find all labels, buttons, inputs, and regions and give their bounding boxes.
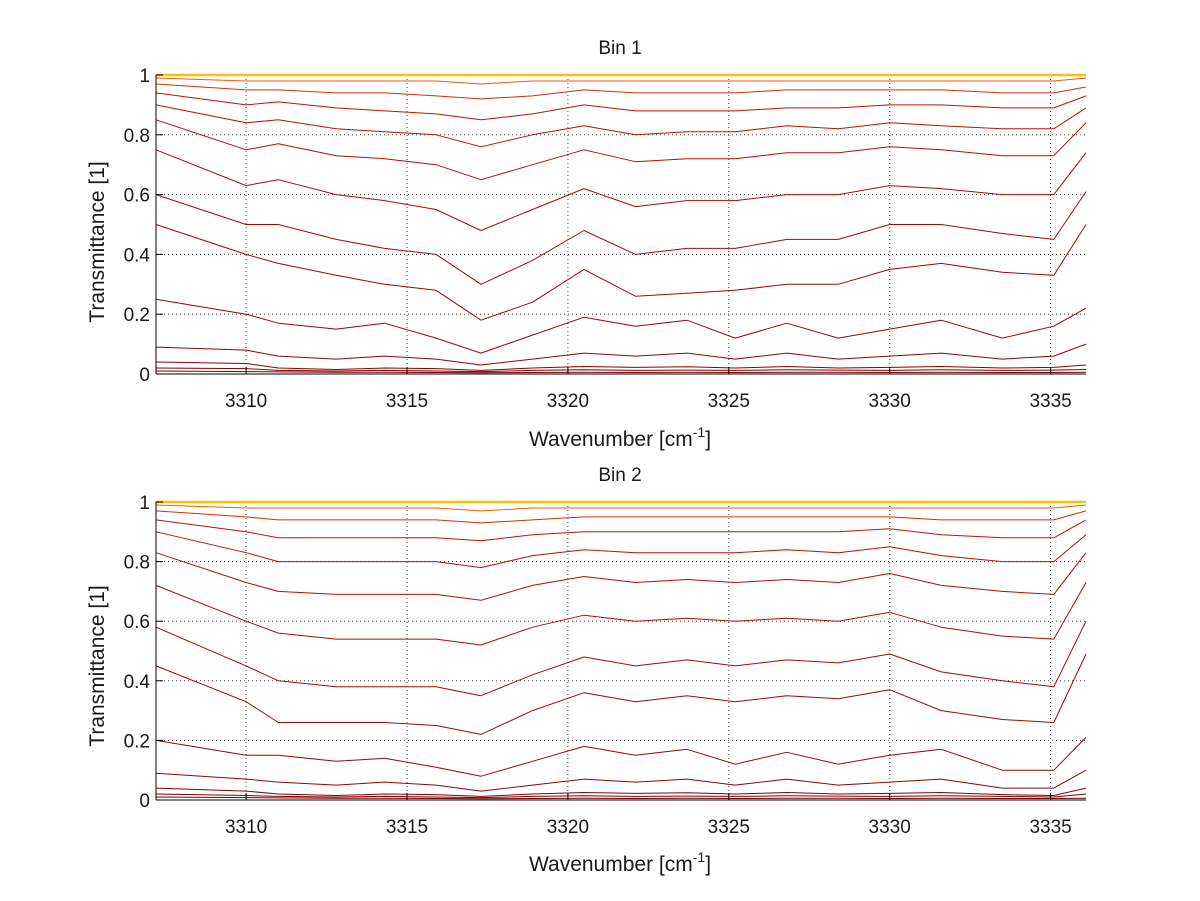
x-tick-label-3: 3325 xyxy=(708,391,750,412)
y-tick-label-3: 0.6 xyxy=(124,612,150,633)
y-tick-label-4: 0.8 xyxy=(124,553,150,574)
series-line-4 xyxy=(155,737,1087,777)
series-line-2 xyxy=(155,787,1087,797)
series-line-9 xyxy=(155,531,1087,569)
series-line-12 xyxy=(155,77,1087,85)
y-tick-label-1: 0.2 xyxy=(124,731,150,752)
series-line-7 xyxy=(155,582,1087,646)
series-line-12 xyxy=(155,504,1087,512)
x-tick-label-2: 3320 xyxy=(547,391,589,412)
x-tick-label-5: 3335 xyxy=(1029,391,1071,412)
x-tick-label-4: 3330 xyxy=(869,817,911,838)
x-axis-label-bin-2: Wavenumber [cm-1] xyxy=(529,849,711,876)
series-line-8 xyxy=(155,119,1087,181)
y-tick-label-5: 1 xyxy=(139,66,150,87)
series-line-0 xyxy=(155,796,1087,800)
series-line-7 xyxy=(155,149,1087,231)
series-line-6 xyxy=(155,191,1087,285)
y-tick-label-2: 0.4 xyxy=(124,245,151,266)
series-line-3 xyxy=(155,343,1087,366)
y-tick-label-1: 0.2 xyxy=(124,305,150,326)
x-tick-label-1: 3315 xyxy=(386,391,428,412)
x-tick-label-2: 3320 xyxy=(547,817,589,838)
x-tick-label-0: 3310 xyxy=(225,391,267,412)
series-line-10 xyxy=(155,519,1087,542)
chart-title-bin-1: Bin 1 xyxy=(598,38,641,59)
series-line-10 xyxy=(155,92,1087,121)
series-line-1 xyxy=(155,793,1087,799)
y-axis-label-bin-2: Transmittance [1] xyxy=(86,585,109,746)
y-tick-label-5: 1 xyxy=(139,493,150,514)
chart-title-bin-2: Bin 2 xyxy=(598,465,641,486)
subplot-bin-1: Bin 1 Wavenumber [cm-1] Transmittance [1… xyxy=(86,38,1087,451)
series-line-9 xyxy=(155,104,1087,148)
plot-area xyxy=(156,75,1086,374)
subplot-bin-2: Bin 2 Wavenumber [cm-1] Transmittance [1… xyxy=(86,465,1087,876)
series-line-11 xyxy=(155,83,1087,100)
x-tick-label-5: 3335 xyxy=(1029,817,1071,838)
x-tick-label-1: 3315 xyxy=(386,817,428,838)
y-tick-label-3: 0.6 xyxy=(124,186,150,207)
x-tick-label-4: 3330 xyxy=(869,391,911,412)
y-tick-label-0: 0 xyxy=(139,365,150,386)
series-line-5 xyxy=(155,224,1087,321)
y-tick-label-4: 0.8 xyxy=(124,126,150,147)
series-line-6 xyxy=(155,620,1087,697)
series-line-1 xyxy=(155,367,1087,373)
series-line-11 xyxy=(155,510,1087,524)
y-tick-label-0: 0 xyxy=(139,791,150,812)
x-tick-label-3: 3325 xyxy=(708,817,750,838)
series-line-0 xyxy=(155,370,1087,374)
series-line-8 xyxy=(155,552,1087,601)
y-axis-label-bin-1: Transmittance [1] xyxy=(86,161,109,322)
x-axis-label-bin-1: Wavenumber [cm-1] xyxy=(529,424,711,451)
series-line-5 xyxy=(155,653,1087,735)
series-line-3 xyxy=(155,769,1087,792)
series-line-4 xyxy=(155,298,1087,354)
x-tick-label-0: 3310 xyxy=(225,817,267,838)
plot-area xyxy=(156,502,1086,800)
series-line-2 xyxy=(155,361,1087,371)
y-tick-label-2: 0.4 xyxy=(124,672,151,693)
